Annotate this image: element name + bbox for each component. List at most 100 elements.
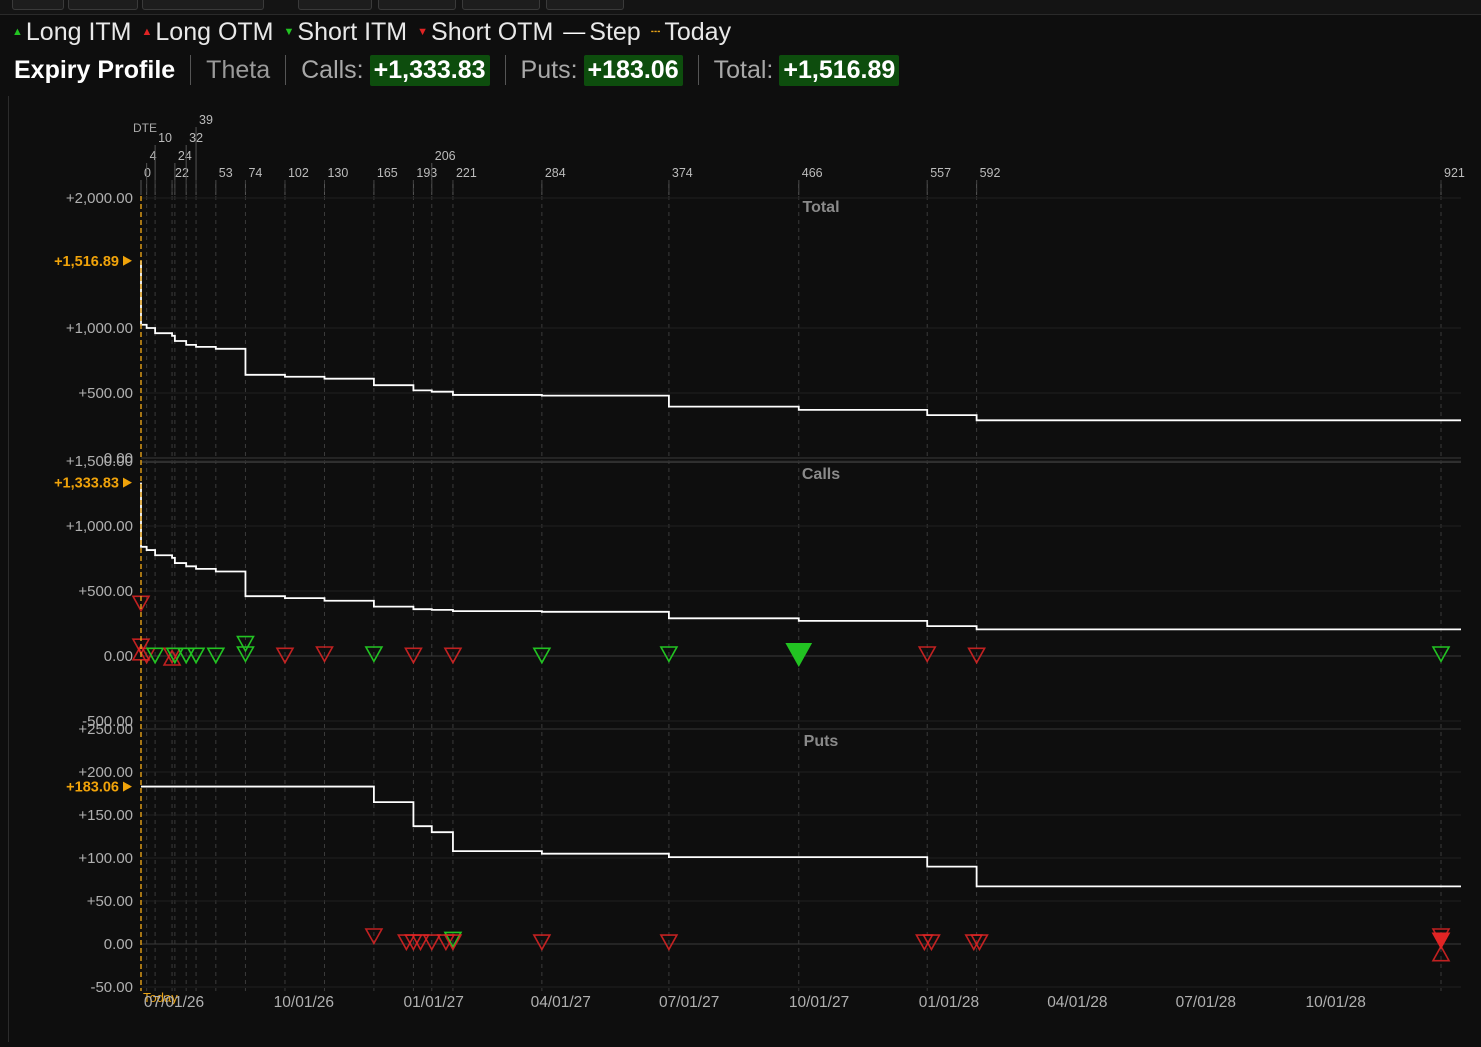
long-otm-marker[interactable]: [162, 648, 182, 666]
x-tick-label: 01/01/27: [404, 994, 464, 1011]
triangle-down-icon: ▼: [417, 26, 429, 38]
short-otm-marker[interactable]: [443, 647, 463, 665]
divider: [285, 55, 287, 85]
x-tick-label: 07/01/26: [144, 994, 204, 1011]
toolbar-button[interactable]: [298, 0, 372, 10]
panel-title: Total: [802, 199, 839, 216]
dte-label: DTE: [133, 121, 157, 135]
y-tick-label: 0.00: [104, 936, 133, 953]
legend-label: Long OTM: [155, 17, 274, 46]
short-otm-marker[interactable]: [275, 647, 295, 665]
divider: [190, 55, 192, 85]
step-line-puts[interactable]: [141, 785, 1461, 888]
legend-long-itm[interactable]: ▲ Long ITM: [12, 18, 132, 47]
dte-tick-label: 130: [327, 166, 348, 180]
short-otm-marker[interactable]: [364, 928, 384, 946]
long-otm-marker[interactable]: [131, 643, 151, 661]
dte-tick-label: 284: [545, 166, 566, 180]
current-value-arrow-icon: [123, 477, 132, 488]
short-itm-marker[interactable]: [1431, 646, 1451, 664]
short-otm-marker[interactable]: [1431, 932, 1451, 950]
dte-tick-label: 221: [456, 166, 477, 180]
short-itm-marker[interactable]: [206, 647, 226, 665]
dte-tick-label: 0: [144, 166, 151, 180]
short-otm-marker[interactable]: [404, 647, 423, 665]
dte-tick-label: 10: [158, 131, 172, 145]
x-tick-label: 01/01/28: [919, 994, 979, 1011]
today-label: Today: [143, 990, 178, 1005]
dte-tick-label: 557: [930, 166, 951, 180]
short-itm-marker[interactable]: [236, 635, 255, 653]
expiry-profile-chart[interactable]: DTE 0 4 10 22 24 32 39 53 74 102 130 165 193 206 221 284…: [8, 96, 1481, 1042]
short-itm-marker[interactable]: [186, 647, 206, 665]
x-tick-label: 04/01/28: [1047, 994, 1107, 1011]
short-otm-marker[interactable]: [922, 934, 941, 952]
short-itm-marker[interactable]: [659, 646, 679, 664]
short-otm-marker[interactable]: [411, 934, 430, 952]
dte-tick-label: 466: [802, 166, 823, 180]
y-tick-label: +100.00: [78, 850, 133, 867]
short-itm-marker[interactable]: [785, 643, 813, 668]
x-tick-label: 04/01/27: [531, 994, 591, 1011]
puts-value-badge: +183.06: [583, 54, 683, 86]
short-itm-marker[interactable]: [532, 647, 552, 665]
total-value-badge: +1,516.89: [779, 54, 900, 86]
legend-label: Today: [664, 17, 732, 46]
short-otm-marker[interactable]: [917, 646, 937, 664]
toolbar-button[interactable]: [12, 0, 64, 10]
short-itm-marker[interactable]: [364, 646, 384, 664]
divider: [697, 55, 699, 85]
toolbar-button[interactable]: [142, 0, 264, 10]
chart-legend: ▲ Long ITM ▲ Long OTM ▼ Short ITM ▼ Shor…: [12, 16, 741, 48]
short-itm-marker[interactable]: [236, 646, 255, 664]
divider: [504, 55, 506, 85]
step-line-total[interactable]: [140, 260, 1461, 422]
short-itm-marker[interactable]: [165, 647, 185, 665]
calls-label: Calls:: [301, 55, 364, 84]
short-itm-marker[interactable]: [443, 931, 463, 949]
legend-short-itm[interactable]: ▼ Short ITM: [284, 18, 408, 47]
x-tick-label: 10/01/27: [789, 994, 849, 1011]
y-tick-label: +50.00: [87, 893, 133, 910]
toolbar-button[interactable]: [546, 0, 624, 10]
legend-label: Step: [589, 17, 641, 46]
short-otm-marker[interactable]: [315, 646, 334, 664]
dte-tick-label: 22: [175, 166, 189, 180]
toolbar-button[interactable]: [68, 0, 138, 10]
top-toolbar-strip: [0, 0, 1481, 15]
short-otm-marker[interactable]: [443, 934, 463, 952]
legend-label: Short OTM: [431, 17, 554, 46]
dte-tick-label: 921: [1444, 166, 1465, 180]
current-value-label: +1,516.89: [54, 254, 119, 270]
dte-tick-label: 102: [288, 166, 309, 180]
toolbar-button[interactable]: [378, 0, 456, 10]
legend-label: Long ITM: [25, 17, 132, 46]
dte-tick-label: 74: [248, 166, 262, 180]
legend-label: Short ITM: [297, 17, 408, 46]
short-otm-marker[interactable]: [967, 647, 986, 665]
short-otm-marker[interactable]: [659, 934, 679, 952]
toolbar-button[interactable]: [462, 0, 540, 10]
theta-tab[interactable]: Theta: [206, 55, 271, 84]
x-tick-label: 07/01/27: [659, 994, 719, 1011]
long-otm-marker[interactable]: [1431, 944, 1451, 962]
short-otm-marker[interactable]: [422, 934, 442, 952]
y-tick-label: +500.00: [78, 583, 133, 600]
dte-tick-label: 24: [178, 149, 192, 163]
y-tick-label: -50.00: [90, 979, 133, 996]
short-itm-marker[interactable]: [176, 647, 196, 665]
short-itm-marker[interactable]: [145, 647, 165, 665]
legend-short-otm[interactable]: ▼ Short OTM: [417, 18, 553, 47]
summary-header: Expiry Profile Theta Calls: +1,333.83 Pu…: [14, 52, 900, 88]
short-otm-marker[interactable]: [964, 934, 984, 952]
dte-tick-label: 53: [219, 166, 233, 180]
y-tick-label: +1,000.00: [66, 518, 133, 535]
short-otm-marker[interactable]: [532, 934, 552, 952]
step-line-calls[interactable]: [140, 482, 1461, 631]
legend-long-otm[interactable]: ▲ Long OTM: [142, 18, 274, 47]
legend-today[interactable]: ┄ Today: [651, 18, 731, 47]
puts-label: Puts:: [520, 55, 578, 84]
short-otm-marker[interactable]: [970, 934, 989, 952]
legend-step[interactable]: — Step: [563, 18, 640, 47]
